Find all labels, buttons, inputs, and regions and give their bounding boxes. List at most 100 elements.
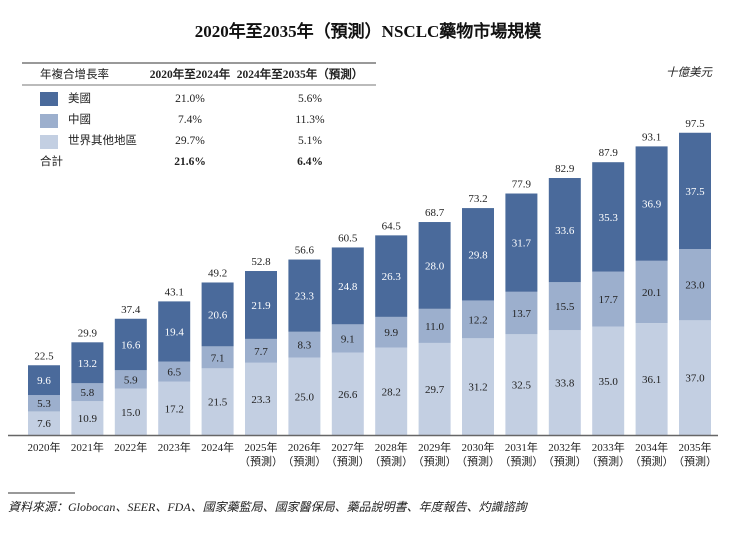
- bar-segment-2: [245, 271, 277, 339]
- bar-segment-2: [201, 282, 234, 347]
- forecast-label: （預測）: [413, 454, 457, 468]
- total-label: 37.4: [121, 304, 141, 316]
- total-label: 52.8: [251, 256, 271, 268]
- data-label: 28.0: [425, 260, 445, 272]
- bar-segment-0: [418, 342, 451, 435]
- bar-segment-2: [505, 193, 538, 292]
- data-label: 24.8: [338, 281, 358, 293]
- x-tick-label: 2025年: [245, 440, 278, 454]
- bar-segment-0: [158, 381, 191, 435]
- bar-segment-1: [679, 249, 711, 321]
- bar-segment-1: [548, 282, 581, 331]
- bar-segment-1: [28, 395, 60, 412]
- data-label: 37.0: [685, 373, 705, 385]
- bar-segment-1: [592, 271, 625, 327]
- data-label: 36.9: [642, 199, 662, 211]
- data-label: 25.0: [295, 391, 315, 403]
- data-label: 9.6: [37, 375, 51, 387]
- data-label: 36.1: [642, 374, 661, 386]
- bar-segment-2: [331, 247, 364, 325]
- data-label: 5.9: [124, 374, 138, 386]
- x-tick-label: 2028年: [375, 440, 408, 454]
- bar-segment-0: [288, 357, 321, 435]
- cagr-row-2024-2035: 5.1%: [298, 135, 322, 147]
- data-label: 12.2: [468, 314, 487, 326]
- forecast-label: （預測）: [239, 454, 283, 468]
- data-label: 29.8: [468, 249, 488, 261]
- bar-segment-1: [71, 383, 104, 402]
- bar-segment-1: [201, 346, 234, 369]
- forecast-label: （預測）: [499, 454, 543, 468]
- x-tick-label: 2035年: [679, 440, 712, 454]
- bar-segment-1: [635, 260, 668, 324]
- data-label: 5.8: [81, 387, 95, 399]
- total-label: 73.2: [468, 193, 487, 205]
- data-label: 35.3: [599, 212, 619, 224]
- total-label: 93.1: [642, 131, 661, 143]
- bar-segment-2: [375, 235, 408, 317]
- bar-segment-0: [679, 320, 711, 435]
- data-label: 31.7: [512, 238, 532, 250]
- cagr-china-2024-2035: 11.3%: [295, 114, 325, 126]
- bar-segment-1: [158, 361, 191, 382]
- data-label: 11.0: [425, 321, 444, 333]
- data-label: 20.6: [208, 309, 228, 321]
- data-label: 31.2: [468, 382, 487, 394]
- data-label: 35.0: [599, 376, 619, 388]
- data-label: 5.3: [37, 398, 51, 410]
- data-label: 32.5: [512, 380, 532, 392]
- cagr-row-2020-2024: 29.7%: [175, 135, 205, 147]
- cagr-table: 年複合增長率 2020年至2024年 2024年至2035年（預測） 美國 21…: [22, 62, 376, 168]
- total-label: 64.5: [382, 220, 402, 232]
- forecast-label: （預測）: [369, 454, 413, 468]
- bar-segment-1: [245, 338, 277, 363]
- data-label: 33.8: [555, 378, 575, 390]
- total-label: 68.7: [425, 207, 445, 219]
- data-label: 9.9: [384, 327, 398, 339]
- bar-segment-0: [28, 411, 60, 435]
- data-label: 28.2: [382, 386, 401, 398]
- total-label: 43.1: [165, 286, 184, 298]
- x-tick-label: 2030年: [462, 440, 495, 454]
- bar-segment-1: [418, 308, 451, 343]
- cagr-total-2020-2024: 21.6%: [174, 156, 206, 168]
- data-label: 10.9: [78, 413, 98, 425]
- bar-segment-1: [375, 316, 408, 348]
- x-tick-label: 2022年: [114, 440, 147, 454]
- bar-segment-0: [635, 323, 668, 435]
- bar-segment-0: [505, 334, 538, 435]
- bar-segment-2: [635, 146, 668, 261]
- x-tick-label: 2029年: [418, 440, 451, 454]
- bar-segment-2: [28, 365, 60, 396]
- x-tick-label: 2031年: [505, 440, 538, 454]
- data-label: 15.5: [555, 301, 575, 313]
- total-label: 60.5: [338, 232, 358, 244]
- bars-group: 7.6 5.3 9.6 22.5 10.9 5.8 13.2 29.9 15.0 5.9 16.6 3…: [28, 118, 711, 435]
- bar-segment-2: [158, 301, 191, 362]
- data-label: 6.5: [167, 367, 181, 379]
- bar-segment-0: [375, 347, 408, 435]
- data-label: 16.6: [121, 339, 141, 351]
- forecast-label: （預測）: [673, 454, 717, 468]
- bar-segment-1: [114, 370, 147, 389]
- bar-segment-2: [592, 162, 625, 272]
- legend-label-row: 世界其他地區: [68, 134, 137, 147]
- legend-swatch-us: [40, 92, 58, 106]
- bar-segment-0: [548, 330, 581, 435]
- data-label: 13.7: [512, 308, 532, 320]
- bar-segment-0: [201, 368, 234, 435]
- data-label: 26.6: [338, 389, 358, 401]
- bar-segment-0: [462, 338, 494, 435]
- x-tick-label: 2032年: [548, 440, 581, 454]
- total-label: 97.5: [685, 118, 705, 130]
- bar-segment-2: [679, 132, 711, 249]
- chart-title: 2020年至2035年（預測）NSCLC藥物市場規模: [195, 21, 543, 41]
- bar-segment-2: [462, 208, 494, 301]
- data-label: 23.3: [251, 394, 271, 406]
- x-tick-label: 2033年: [592, 440, 625, 454]
- legend-label-china: 中國: [68, 113, 91, 126]
- data-label: 7.1: [211, 352, 225, 364]
- x-tick-label: 2034年: [635, 440, 668, 454]
- total-label: 77.9: [512, 179, 532, 191]
